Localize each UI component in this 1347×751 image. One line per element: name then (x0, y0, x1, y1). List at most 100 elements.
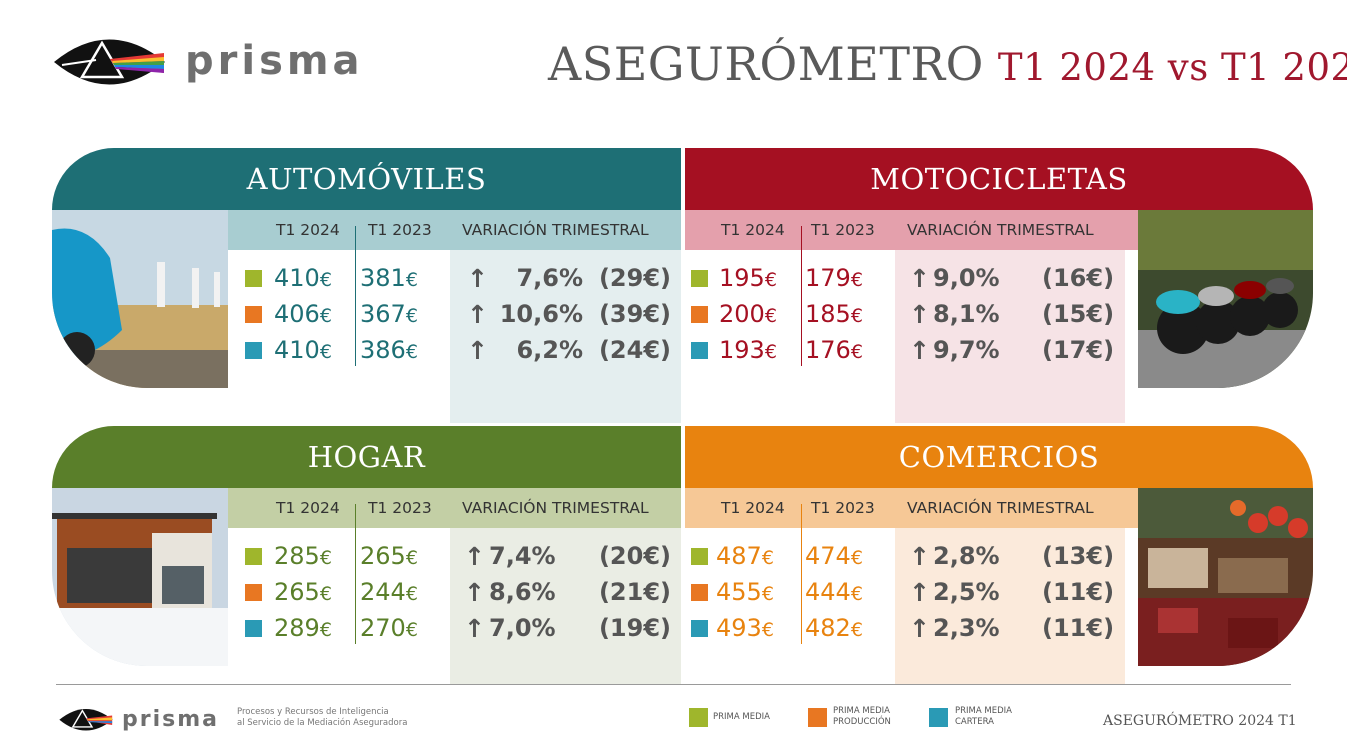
up-arrow-icon: ↑ (909, 300, 930, 329)
currency: € (764, 305, 777, 327)
value-t1-2024: 195€ (719, 264, 777, 292)
variation-background (450, 250, 681, 423)
title-text: ASEGURÓMETRO (548, 37, 984, 91)
variation-pct: 2,8% (933, 542, 1000, 570)
prima-cartera-swatch (245, 620, 262, 637)
header-t1-2023: T1 2023 (368, 499, 432, 517)
value-t1-2023: 176€ (805, 336, 863, 364)
value: 367 (360, 300, 406, 328)
prima-cartera-swatch (245, 342, 262, 359)
up-arrow-icon: ↑ (464, 578, 485, 607)
value-t1-2023: 474€ (805, 542, 863, 570)
header-variacion: VARIACIÓN TRIMESTRAL (907, 221, 1094, 239)
value: 270 (360, 614, 406, 642)
variation-amount: (29€) (598, 264, 671, 292)
prima-media-swatch (245, 270, 262, 287)
value: 474 (805, 542, 851, 570)
value-t1-2024: 410€ (274, 336, 332, 364)
currency: € (319, 547, 332, 569)
variation-pct: 9,0% (933, 264, 1000, 292)
footer-tagline: Procesos y Recursos de Inteligencia al S… (237, 707, 407, 729)
value: 176 (805, 336, 851, 364)
currency: € (319, 619, 332, 641)
section-title: AUTOMÓVILES (52, 148, 681, 210)
column-headers: T1 2024 T1 2023 VARIACIÓN TRIMESTRAL (228, 210, 681, 250)
currency: € (405, 619, 418, 641)
value-t1-2023: 244€ (360, 578, 418, 606)
prisma-logo (54, 39, 165, 85)
legend-text: PRIMA MEDIA (833, 706, 890, 716)
currency: € (850, 547, 863, 569)
car-photo (52, 210, 228, 388)
currency: € (761, 547, 774, 569)
currency: € (319, 305, 332, 327)
variation-background (895, 528, 1125, 684)
header-variacion: VARIACIÓN TRIMESTRAL (462, 499, 649, 517)
variation-amount: (17€) (1042, 336, 1115, 364)
value-t1-2023: 367€ (360, 300, 418, 328)
variation-amount: (20€) (598, 542, 671, 570)
column-divider (801, 504, 802, 644)
value: 285 (274, 542, 320, 570)
up-arrow-icon: ↑ (909, 336, 930, 365)
column-headers: T1 2024 T1 2023 VARIACIÓN TRIMESTRAL (685, 488, 1138, 528)
value: 185 (805, 300, 851, 328)
prima-media-swatch (691, 270, 708, 287)
header-variacion: VARIACIÓN TRIMESTRAL (462, 221, 649, 239)
value-t1-2023: 265€ (360, 542, 418, 570)
value-t1-2024: 285€ (274, 542, 332, 570)
legend-text: CARTERA (955, 717, 994, 727)
value: 289 (274, 614, 320, 642)
value: 386 (360, 336, 406, 364)
variation-pct: 2,3% (933, 614, 1000, 642)
up-arrow-icon: ↑ (467, 264, 488, 293)
section-title: MOTOCICLETAS (685, 148, 1313, 210)
value: 406 (274, 300, 320, 328)
tagline-line-1: Procesos y Recursos de Inteligencia (237, 707, 389, 717)
variation-amount: (13€) (1042, 542, 1115, 570)
value: 200 (719, 300, 765, 328)
legend-text: PRODUCCIÓN (833, 717, 891, 727)
value-t1-2023: 381€ (360, 264, 418, 292)
column-divider (355, 504, 356, 644)
prima-cartera-swatch (691, 620, 708, 637)
up-arrow-icon: ↑ (909, 578, 930, 607)
value: 195 (719, 264, 765, 292)
variation-pct: 6,2% (516, 336, 583, 364)
prima-produccion-swatch (691, 306, 708, 323)
currency: € (405, 305, 418, 327)
value: 381 (360, 264, 406, 292)
variation-amount: (16€) (1042, 264, 1115, 292)
value-t1-2024: 487€ (716, 542, 774, 570)
value-t1-2023: 179€ (805, 264, 863, 292)
value-t1-2023: 482€ (805, 614, 863, 642)
value: 265 (360, 542, 406, 570)
value-t1-2024: 200€ (719, 300, 777, 328)
header-t1-2024: T1 2024 (721, 499, 785, 517)
prima-media-swatch (245, 548, 262, 565)
up-arrow-icon: ↑ (909, 614, 930, 643)
tagline-line-2: al Servicio de la Mediación Aseguradora (237, 718, 408, 728)
legend-label-prima-media: PRIMA MEDIA (713, 712, 770, 723)
currency: € (319, 341, 332, 363)
currency: € (850, 305, 863, 327)
brand-name: prisma (185, 38, 364, 84)
market-photo (1138, 488, 1313, 666)
variation-pct: 2,5% (933, 578, 1000, 606)
currency: € (405, 269, 418, 291)
legend-label-prima-cartera: PRIMA MEDIA CARTERA (955, 706, 1012, 728)
currency: € (850, 583, 863, 605)
prima-produccion-swatch (245, 584, 262, 601)
card-comercios: COMERCIOS T1 2024 T1 2023 VARIACIÓN TRIM… (685, 426, 1313, 684)
variation-amount: (24€) (598, 336, 671, 364)
up-arrow-icon: ↑ (467, 300, 488, 329)
currency: € (850, 619, 863, 641)
currency: € (405, 341, 418, 363)
value: 179 (805, 264, 851, 292)
legend-text: PRIMA MEDIA (955, 706, 1012, 716)
currency: € (764, 269, 777, 291)
prima-media-swatch (691, 548, 708, 565)
prisma-logo-small (59, 708, 113, 731)
value: 493 (716, 614, 762, 642)
value: 265 (274, 578, 320, 606)
